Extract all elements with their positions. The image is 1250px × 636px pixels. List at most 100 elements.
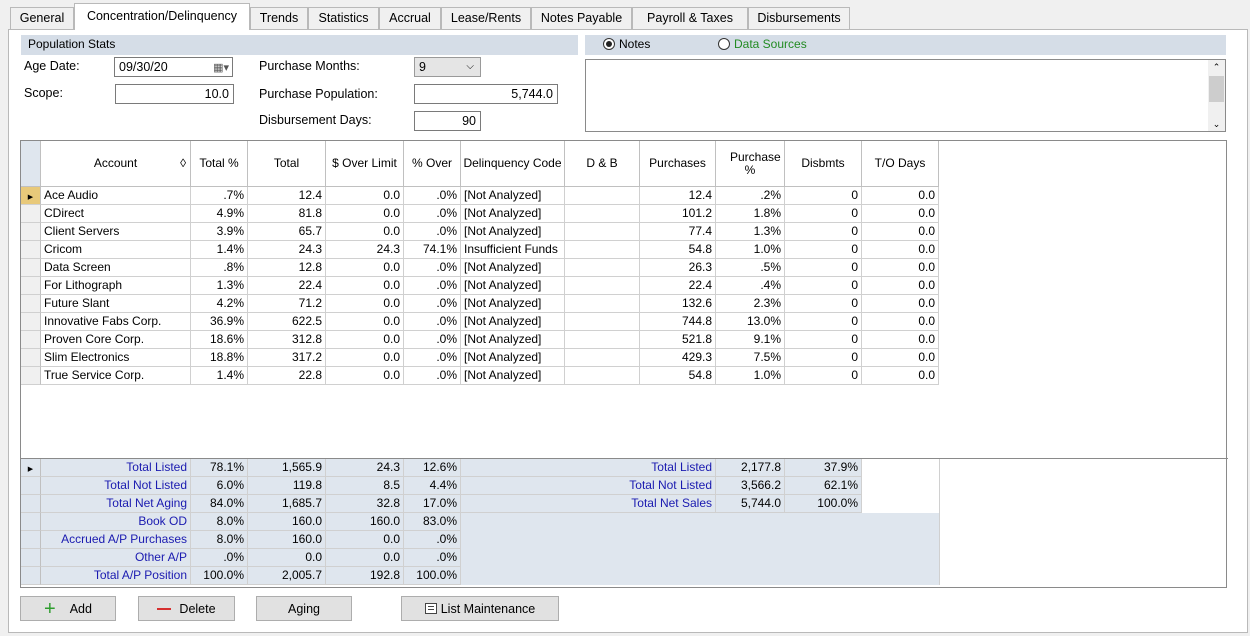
- column-header-to-days[interactable]: T/O Days: [862, 141, 939, 187]
- cell-disbmts[interactable]: 0: [785, 349, 862, 367]
- cell-delinquency-code[interactable]: [Not Analyzed]: [461, 349, 565, 367]
- aging-button[interactable]: Aging: [256, 596, 352, 621]
- cell-total[interactable]: 81.8: [248, 205, 326, 223]
- cell-total[interactable]: 622.5: [248, 313, 326, 331]
- cell-purchase-pct[interactable]: 1.0%: [716, 367, 785, 385]
- cell-total-pct[interactable]: .7%: [191, 187, 248, 205]
- cell-purchase-pct[interactable]: 13.0%: [716, 313, 785, 331]
- cell-total[interactable]: 65.7: [248, 223, 326, 241]
- cell-account[interactable]: Ace Audio: [41, 187, 191, 205]
- cell-delinquency-code[interactable]: [Not Analyzed]: [461, 259, 565, 277]
- row-selector[interactable]: [21, 331, 41, 349]
- cell-d-and-b[interactable]: [565, 187, 640, 205]
- tab-payroll-taxes[interactable]: Payroll & Taxes: [632, 7, 748, 29]
- cell-purchase-pct[interactable]: .5%: [716, 259, 785, 277]
- cell-over-limit[interactable]: 0.0: [326, 277, 404, 295]
- cell-delinquency-code[interactable]: [Not Analyzed]: [461, 367, 565, 385]
- data-sources-radio[interactable]: Data Sources: [718, 35, 807, 54]
- cell-total-pct[interactable]: .8%: [191, 259, 248, 277]
- tab-notes-payable[interactable]: Notes Payable: [531, 7, 632, 29]
- cell-d-and-b[interactable]: [565, 331, 640, 349]
- cell-to-days[interactable]: 0.0: [862, 223, 939, 241]
- cell-total-pct[interactable]: 1.4%: [191, 367, 248, 385]
- cell-over-limit[interactable]: 0.0: [326, 187, 404, 205]
- tab-lease-rents[interactable]: Lease/Rents: [441, 7, 531, 29]
- cell-purchases[interactable]: 22.4: [640, 277, 716, 295]
- tab-disbursements[interactable]: Disbursements: [748, 7, 850, 29]
- column-header-disbmts[interactable]: Disbmts: [785, 141, 862, 187]
- cell-total-pct[interactable]: 4.2%: [191, 295, 248, 313]
- cell-to-days[interactable]: 0.0: [862, 205, 939, 223]
- cell-total-pct[interactable]: 3.9%: [191, 223, 248, 241]
- add-button[interactable]: + Add: [20, 596, 116, 621]
- scroll-thumb[interactable]: [1209, 76, 1224, 102]
- cell-pct-over[interactable]: .0%: [404, 313, 461, 331]
- cell-purchases[interactable]: 54.8: [640, 367, 716, 385]
- cell-d-and-b[interactable]: [565, 367, 640, 385]
- cell-total[interactable]: 24.3: [248, 241, 326, 259]
- row-selector[interactable]: [21, 313, 41, 331]
- cell-total-pct[interactable]: 36.9%: [191, 313, 248, 331]
- cell-over-limit[interactable]: 0.0: [326, 223, 404, 241]
- cell-total-pct[interactable]: 1.3%: [191, 277, 248, 295]
- cell-purchases[interactable]: 77.4: [640, 223, 716, 241]
- cell-delinquency-code[interactable]: [Not Analyzed]: [461, 223, 565, 241]
- row-selector[interactable]: [21, 205, 41, 223]
- tab-trends[interactable]: Trends: [250, 7, 308, 29]
- tab-statistics[interactable]: Statistics: [308, 7, 379, 29]
- cell-pct-over[interactable]: .0%: [404, 187, 461, 205]
- cell-purchases[interactable]: 101.2: [640, 205, 716, 223]
- cell-pct-over[interactable]: .0%: [404, 205, 461, 223]
- cell-account[interactable]: Proven Core Corp.: [41, 331, 191, 349]
- cell-to-days[interactable]: 0.0: [862, 367, 939, 385]
- row-selector[interactable]: [21, 277, 41, 295]
- calendar-dropdown-icon[interactable]: ▦▾: [213, 62, 229, 74]
- cell-account[interactable]: True Service Corp.: [41, 367, 191, 385]
- cell-to-days[interactable]: 0.0: [862, 349, 939, 367]
- cell-to-days[interactable]: 0.0: [862, 259, 939, 277]
- cell-total[interactable]: 12.4: [248, 187, 326, 205]
- purchase-population-input[interactable]: 5,744.0: [414, 84, 558, 104]
- cell-account[interactable]: Slim Electronics: [41, 349, 191, 367]
- cell-d-and-b[interactable]: [565, 313, 640, 331]
- cell-over-limit[interactable]: 24.3: [326, 241, 404, 259]
- tab-accrual[interactable]: Accrual: [379, 7, 441, 29]
- cell-total-pct[interactable]: 18.8%: [191, 349, 248, 367]
- disbursement-days-input[interactable]: 90: [414, 111, 481, 131]
- row-selector[interactable]: [21, 259, 41, 277]
- cell-d-and-b[interactable]: [565, 241, 640, 259]
- cell-purchases[interactable]: 521.8: [640, 331, 716, 349]
- cell-delinquency-code[interactable]: [Not Analyzed]: [461, 313, 565, 331]
- cell-pct-over[interactable]: .0%: [404, 259, 461, 277]
- row-selector[interactable]: [21, 349, 41, 367]
- cell-disbmts[interactable]: 0: [785, 241, 862, 259]
- cell-delinquency-code[interactable]: [Not Analyzed]: [461, 295, 565, 313]
- cell-disbmts[interactable]: 0: [785, 205, 862, 223]
- column-header-total-pct[interactable]: Total %: [191, 141, 248, 187]
- cell-over-limit[interactable]: 0.0: [326, 331, 404, 349]
- cell-to-days[interactable]: 0.0: [862, 313, 939, 331]
- cell-total[interactable]: 312.8: [248, 331, 326, 349]
- cell-account[interactable]: For Lithograph: [41, 277, 191, 295]
- cell-purchase-pct[interactable]: 7.5%: [716, 349, 785, 367]
- scroll-down-icon[interactable]: ⌄: [1212, 119, 1221, 129]
- delete-button[interactable]: Delete: [138, 596, 235, 621]
- cell-d-and-b[interactable]: [565, 223, 640, 241]
- cell-disbmts[interactable]: 0: [785, 223, 862, 241]
- cell-disbmts[interactable]: 0: [785, 277, 862, 295]
- cell-account[interactable]: CDirect: [41, 205, 191, 223]
- cell-purchase-pct[interactable]: .4%: [716, 277, 785, 295]
- cell-pct-over[interactable]: .0%: [404, 295, 461, 313]
- cell-to-days[interactable]: 0.0: [862, 277, 939, 295]
- cell-pct-over[interactable]: .0%: [404, 223, 461, 241]
- cell-purchases[interactable]: 132.6: [640, 295, 716, 313]
- cell-pct-over[interactable]: .0%: [404, 367, 461, 385]
- cell-account[interactable]: Future Slant: [41, 295, 191, 313]
- cell-account[interactable]: Client Servers: [41, 223, 191, 241]
- column-header-delinquency-code[interactable]: Delinquency Code: [461, 141, 565, 187]
- column-header-d-and-b[interactable]: D & B: [565, 141, 640, 187]
- row-selector[interactable]: ▶: [21, 187, 41, 205]
- column-header-account[interactable]: Account ◊: [41, 141, 191, 187]
- cell-delinquency-code[interactable]: [Not Analyzed]: [461, 277, 565, 295]
- cell-to-days[interactable]: 0.0: [862, 241, 939, 259]
